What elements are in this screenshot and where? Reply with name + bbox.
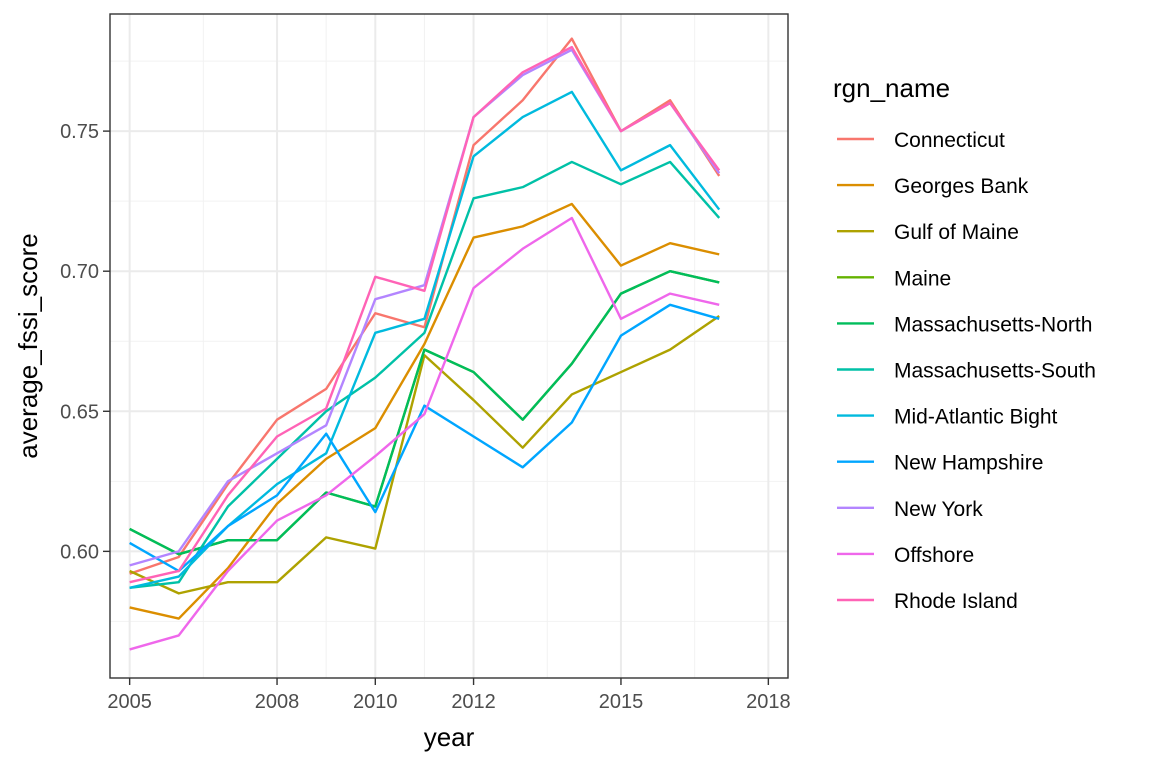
y-tick-label: 0.60: [60, 541, 99, 563]
series-line: [129, 303, 720, 573]
legend-label: Rhode Island: [894, 590, 1018, 613]
legend-label: Connecticut: [894, 129, 1005, 152]
legend-item: New York: [837, 498, 983, 521]
y-axis-title: average_fssi_score: [13, 233, 43, 458]
x-tick-label: 2018: [746, 691, 791, 713]
legend-label: Georges Bank: [894, 175, 1029, 198]
series-line: [129, 202, 720, 620]
y-tick-label: 0.70: [60, 261, 99, 283]
x-tick-label: 2015: [599, 691, 644, 713]
legend-label: Gulf of Maine: [894, 221, 1019, 244]
x-tick-label: 2005: [107, 691, 152, 713]
legend-label: New York: [894, 498, 983, 521]
x-axis: 2005 2008 2010 2012 2015 2018: [107, 678, 791, 713]
legend-label: Massachusetts-South: [894, 360, 1096, 383]
major-gridlines: [110, 14, 788, 678]
plot-background: [110, 14, 788, 678]
x-tick-label: 2008: [255, 691, 300, 713]
legend-label: Offshore: [894, 544, 974, 567]
legend-item: Maine: [837, 267, 951, 290]
legend-label: Maine: [894, 267, 951, 290]
legend-item: Massachusetts-North: [837, 313, 1092, 336]
series-line: [129, 269, 720, 556]
plot-border: [109, 13, 789, 679]
y-tick-label: 0.75: [60, 121, 99, 143]
series-line: [129, 45, 721, 584]
y-axis: 0.60 0.65 0.70 0.75: [60, 121, 110, 563]
series-lines: [129, 37, 721, 651]
legend-item: New Hampshire: [837, 452, 1043, 475]
y-tick-label: 0.65: [60, 401, 99, 423]
legend-label: Massachusetts-North: [894, 313, 1092, 336]
plot-area: [109, 13, 789, 679]
legend-item: Georges Bank: [837, 175, 1029, 198]
series-line: [129, 160, 721, 589]
x-tick-label: 2010: [353, 691, 398, 713]
legend-label: Mid-Atlantic Bight: [894, 406, 1058, 429]
legend-item: Connecticut: [837, 129, 1005, 152]
legend-item: Rhode Island: [837, 590, 1018, 613]
series-line: [129, 216, 720, 651]
x-axis-title: year: [424, 722, 475, 752]
legend-item: Gulf of Maine: [837, 221, 1019, 244]
legend-item: Mid-Atlantic Bight: [837, 406, 1058, 429]
series-line: [129, 315, 720, 595]
legend-item: Offshore: [837, 544, 974, 567]
legend-item: Massachusetts-South: [837, 360, 1096, 383]
legend-title: rgn_name: [833, 73, 950, 103]
x-tick-label: 2012: [451, 691, 496, 713]
legend: rgn_name Connecticut Georges Bank Gulf of …: [833, 73, 1096, 613]
legend-label: New Hampshire: [894, 452, 1043, 475]
